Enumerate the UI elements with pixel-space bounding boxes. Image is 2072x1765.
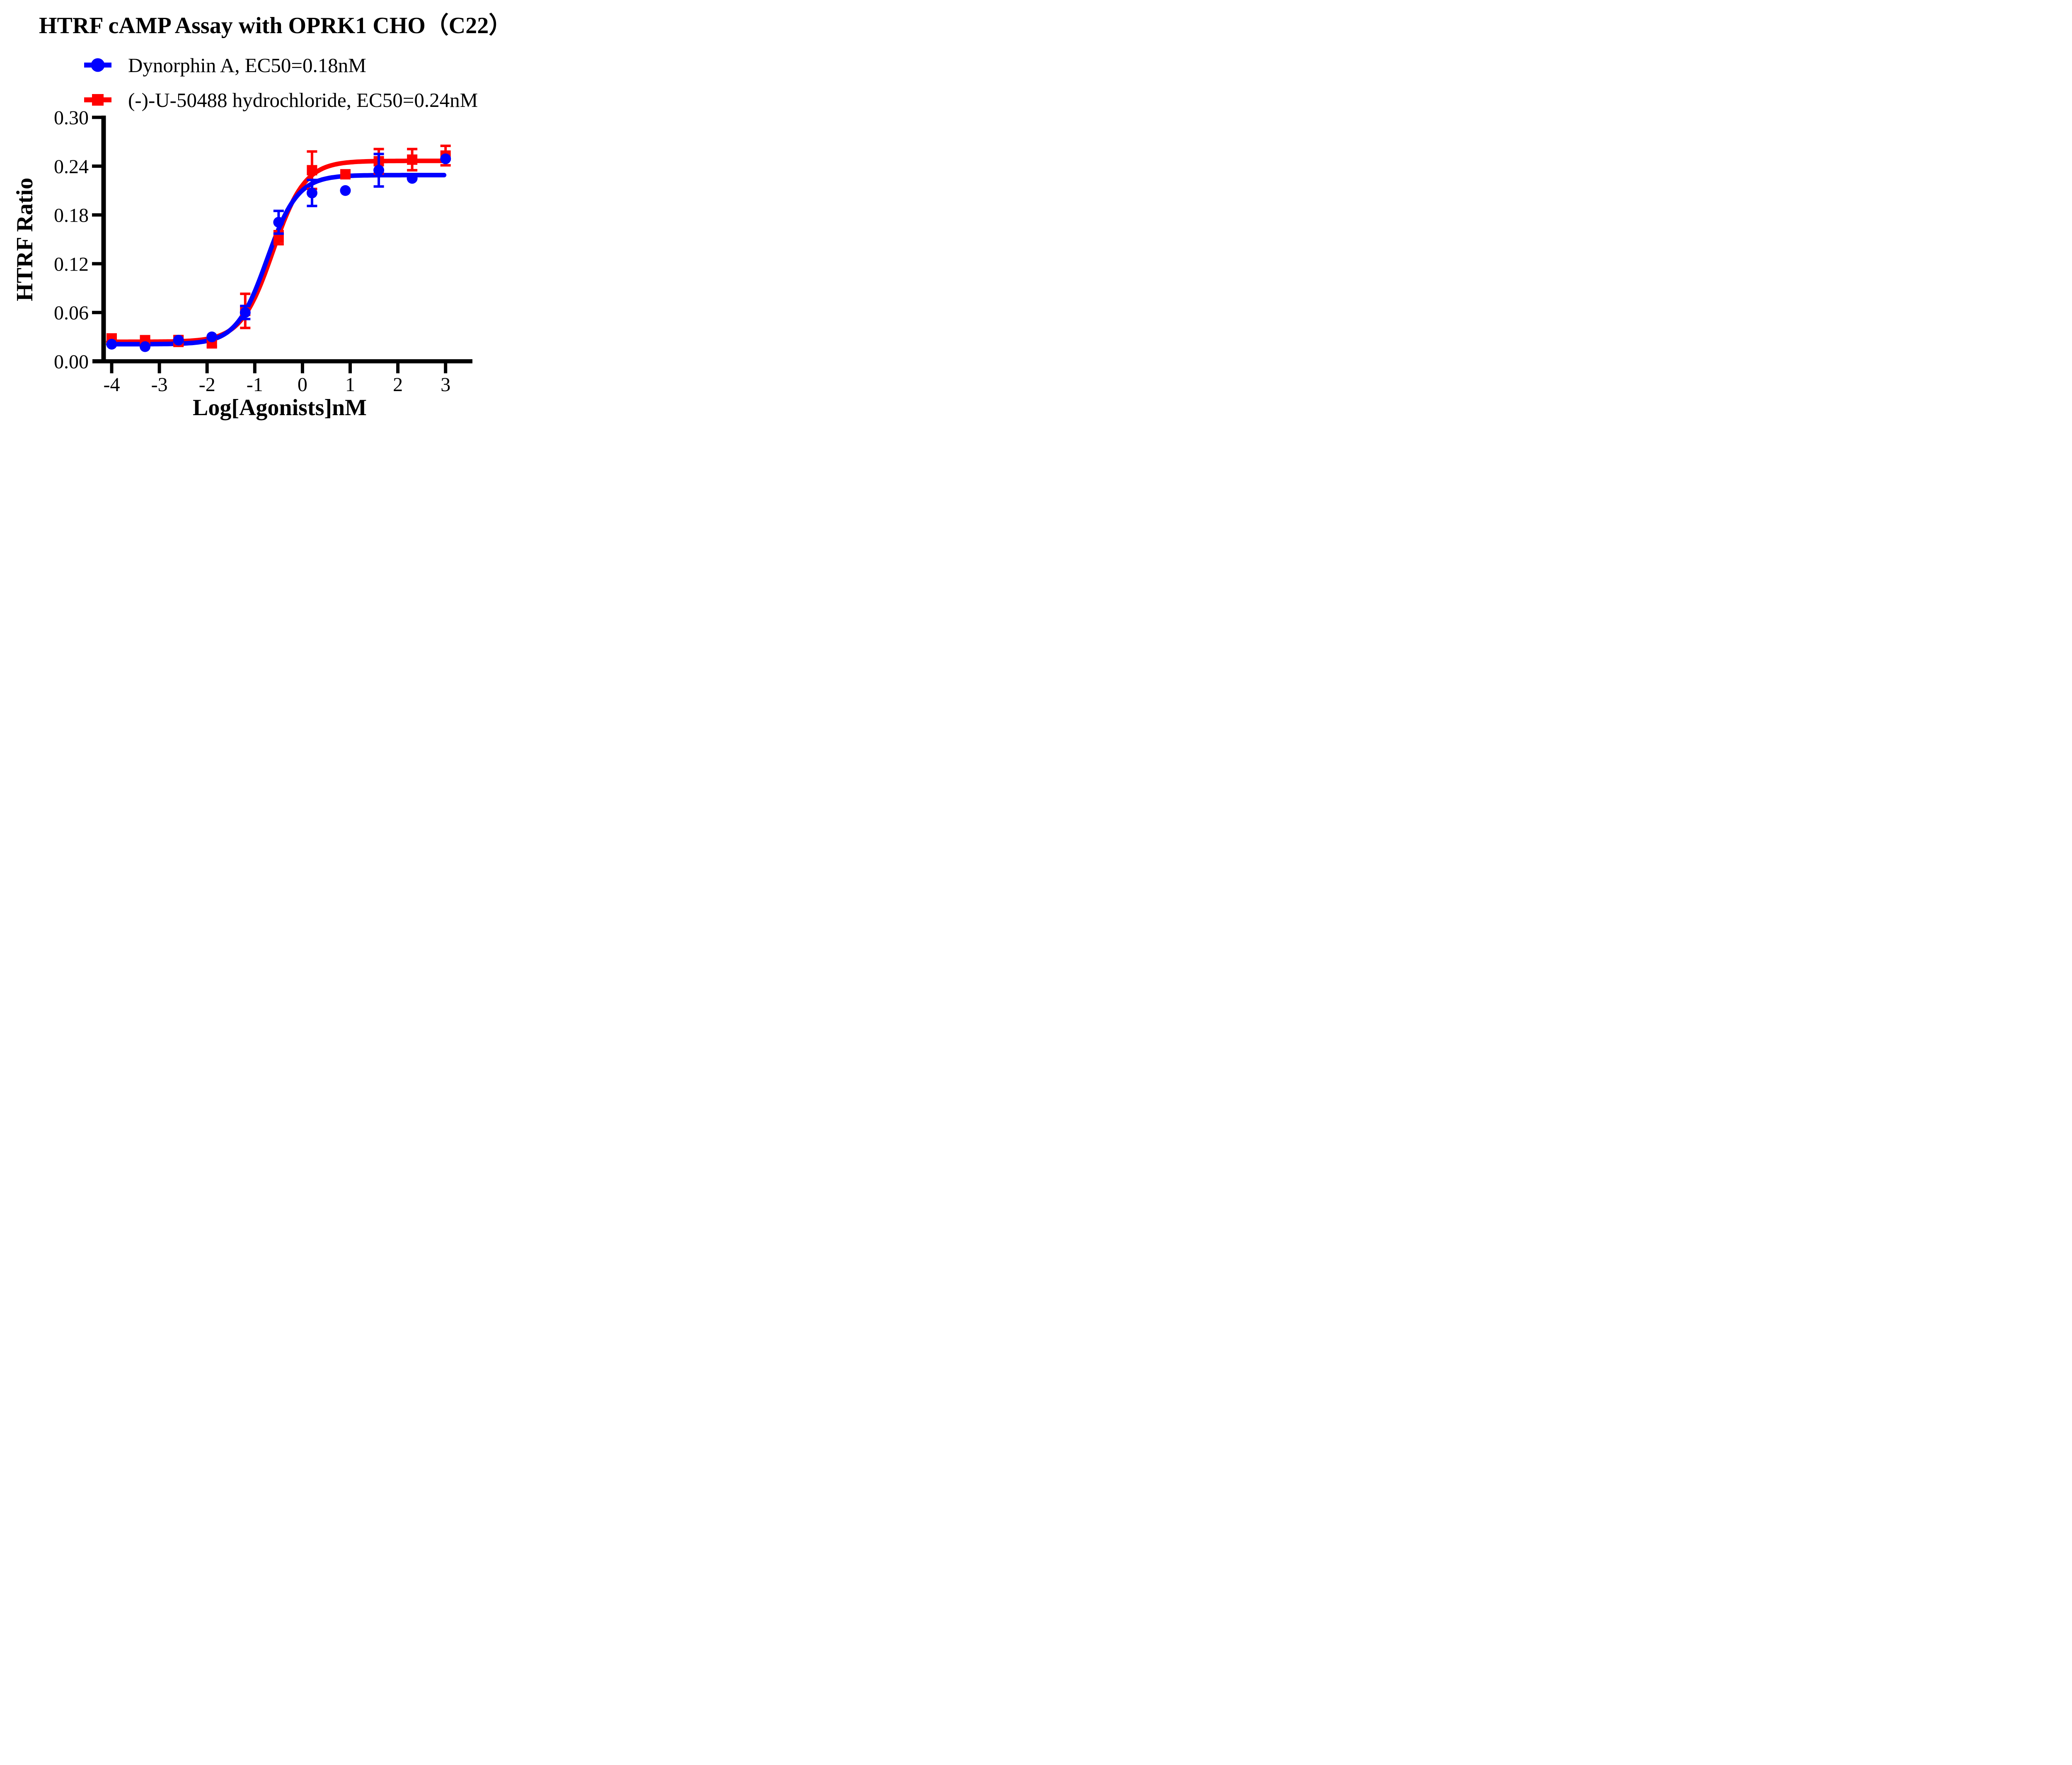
data-point-circle [173, 334, 184, 346]
data-point-circle [340, 185, 351, 196]
y-tick-label: 0.18 [54, 205, 89, 227]
x-tick-label: 3 [441, 374, 450, 396]
x-tick-label: -4 [104, 374, 120, 396]
data-point-square [307, 165, 317, 176]
y-tick-label: 0.00 [54, 351, 89, 373]
data-point-circle [440, 153, 451, 164]
y-tick-label: 0.06 [54, 302, 89, 324]
plot-area: 0.00 0.06 0.12 0.18 0.24 0.30 -4 -3 -2 -1 0 1 2 3 Log[… [12, 107, 472, 421]
legend-square-marker-icon [84, 94, 111, 106]
data-point-circle [273, 217, 284, 228]
x-tick-label: 1 [345, 374, 355, 396]
chart-title: HTRF cAMP Assay with OPRK1 CHO（C22） [39, 13, 512, 39]
y-tick-label: 0.24 [54, 156, 89, 178]
legend-item-u50488: (-)-U-50488 hydrochloride, EC50=0.24nM [84, 87, 478, 113]
data-point-square [407, 154, 418, 165]
data-point-circle [140, 341, 151, 352]
x-tick-label: -1 [247, 374, 263, 396]
x-axis-title: Log[Agonists]nM [193, 395, 367, 421]
data-point-circle [373, 164, 385, 176]
legend-circle-marker-icon [84, 58, 111, 72]
fit-curve-circle [106, 173, 447, 347]
data-point-circle [240, 307, 251, 318]
legend-label-u50488: (-)-U-50488 hydrochloride, EC50=0.24nM [128, 88, 478, 111]
figure: HTRF cAMP Assay with OPRK1 CHO（C22） Dyno… [0, 0, 549, 441]
x-tick-label: 2 [393, 374, 403, 396]
y-tick-label: 0.12 [54, 253, 89, 275]
legend: Dynorphin A, EC50=0.18nM (-)-U-50488 hyd… [84, 52, 478, 122]
x-tick-label: -3 [151, 374, 168, 396]
y-tick-label: 0.30 [54, 107, 89, 129]
data-point-circle [306, 187, 317, 198]
data-point-circle [206, 331, 218, 343]
legend-label-dynorphin-a: Dynorphin A, EC50=0.18nM [128, 53, 366, 77]
data-point-circle [106, 338, 117, 350]
fit-curve-square [106, 158, 448, 344]
x-tick-label: -2 [199, 374, 215, 396]
y-axis-title: HTRF Ratio [12, 178, 38, 301]
legend-item-dynorphin-a: Dynorphin A, EC50=0.18nM [84, 52, 478, 78]
data-point-square [340, 169, 351, 180]
data-point-circle [407, 173, 418, 184]
x-tick-label: 0 [298, 374, 307, 396]
